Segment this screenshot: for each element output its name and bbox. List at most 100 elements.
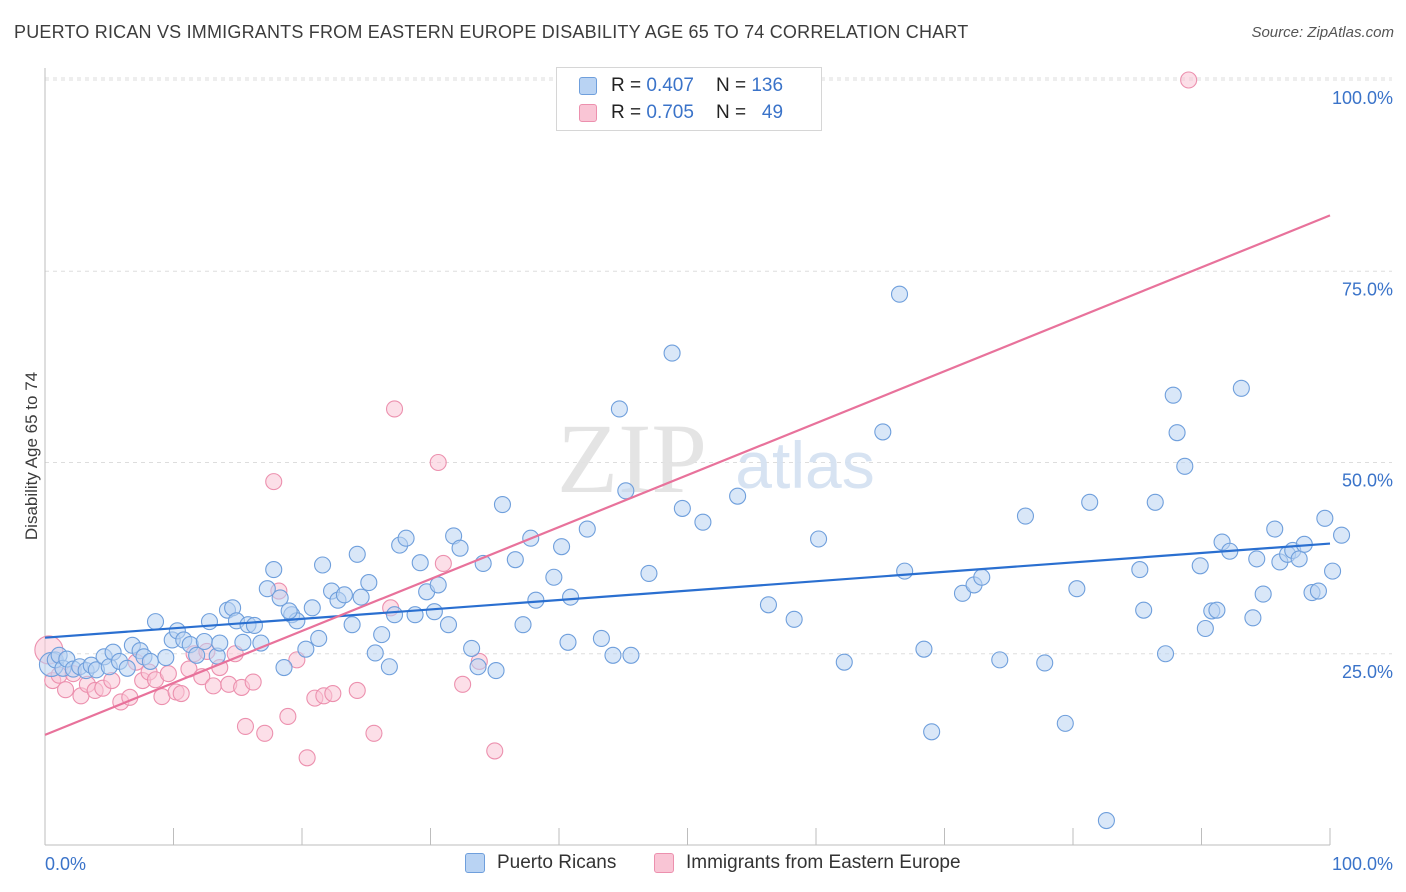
puerto-rican-point [1097,811,1115,830]
eastern-europe-point [172,684,190,703]
puerto-rican-point [157,649,175,667]
puerto-rican-point [514,616,532,634]
puerto-rican-point [896,562,914,580]
puerto-rican-point [343,616,361,634]
watermark-atlas: atlas [735,428,874,502]
y-tick-label: 100.0% [1332,88,1393,108]
puerto-rican-point [439,616,458,634]
puerto-rican-point [463,639,481,657]
puerto-rican-point [1333,526,1351,544]
puerto-rican-point [1316,509,1334,527]
puerto-rican-point [1309,582,1327,600]
legend-swatch-blue [465,853,485,873]
eastern-europe-point [279,707,297,726]
puerto-rican-point [915,640,933,658]
series-legend: Puerto Ricans Immigrants from Eastern Eu… [0,852,1406,878]
eastern-europe-point [236,717,255,735]
legend-item-eastern-europe[interactable]: Immigrants from Eastern Europe [654,852,961,874]
puerto-rican-point [553,538,571,556]
puerto-rican-point [1191,557,1209,575]
puerto-rican-point [973,568,991,586]
legend-n-value: 49 [761,102,784,123]
puerto-rican-point [1068,580,1086,598]
puerto-rican-point [874,423,892,441]
puerto-rican-point [385,606,404,624]
puerto-rican-point [1208,601,1226,619]
puerto-rican-point [211,634,229,652]
puerto-rican-point [694,513,712,531]
eastern-europe-point [57,681,75,699]
eastern-europe-point [454,675,472,693]
puerto-rican-point [348,545,366,563]
puerto-rican-point [578,520,596,538]
eastern-europe-point [429,453,447,472]
puerto-rican-point [234,633,252,651]
chart-title: PUERTO RICAN VS IMMIGRANTS FROM EASTERN … [14,22,969,42]
puerto-rican-point [663,344,681,362]
puerto-rican-point [1176,457,1194,475]
puerto-rican-point [610,400,628,418]
puerto-rican-point [617,482,635,500]
legend-row-eastern-europe: R = 0.705 N = 49 [579,101,783,125]
eastern-europe-point [244,673,262,691]
puerto-rican-point [1248,550,1266,568]
puerto-rican-point [1266,520,1284,538]
puerto-rican-point [923,723,941,741]
puerto-rican-point [604,646,622,664]
puerto-rican-point [335,586,353,604]
trend-lines [44,214,1331,736]
puerto-rican-point [146,613,165,631]
legend-r-label: R = [611,102,642,123]
puerto-rican-point [1156,645,1175,663]
axes [44,68,1331,846]
puerto-rican-point [271,589,289,607]
puerto-rican-point [729,487,747,505]
puerto-rican-point [469,658,487,676]
puerto-rican-point [1232,379,1250,397]
eastern-europe-point [385,400,404,418]
puerto-rican-point [562,588,580,606]
eastern-europe-point [365,724,383,742]
y-tick-label: 25.0% [1342,662,1393,682]
puerto-rican-point [366,644,384,662]
puerto-rican-point [810,530,828,548]
puerto-rican-point [258,580,276,598]
puerto-rican-point [245,616,264,634]
eastern-europe-point [298,749,316,767]
puerto-rican-point [297,640,315,658]
puerto-rican-point [506,551,524,569]
legend-item-puerto-ricans[interactable]: Puerto Ricans [465,852,616,874]
puerto-rican-point [1146,493,1164,511]
puerto-rican-point [785,610,803,628]
puerto-rican-point [275,658,293,677]
y-tick-label: 50.0% [1342,471,1393,491]
eastern-europe-trend-line [44,214,1331,736]
puerto-rican-point [1135,601,1153,619]
legend-label-eastern-europe: Immigrants from Eastern Europe [686,852,961,873]
eastern-europe-point [265,473,283,491]
grid-lines [45,77,1392,655]
eastern-europe-point [486,742,504,760]
eastern-europe-point [103,671,121,690]
puerto-rican-point [1290,550,1308,568]
legend-swatch-pink [579,104,597,122]
puerto-rican-point [265,561,283,579]
eastern-europe-point [1180,71,1198,89]
puerto-rican-point [195,632,213,651]
puerto-rican-point [890,285,909,303]
series-puerto-rican-points [38,285,1351,830]
puerto-rican-point [310,629,328,648]
puerto-rican-point [411,554,429,572]
puerto-rican-point [200,613,219,631]
legend-n-value: 136 [751,75,784,96]
x-tick-label: 100.0% [1332,854,1393,874]
legend-n-label: N = [715,102,747,123]
puerto-rican-point [360,574,378,592]
puerto-rican-point [640,564,658,582]
eastern-europe-point [348,681,366,700]
stats-legend: R = 0.407 N = 136 R = 0.705 N = 49 [556,67,822,131]
puerto-rican-point [141,652,159,670]
puerto-rican-point [380,658,398,676]
x-tick-label: 0.0% [45,854,86,874]
